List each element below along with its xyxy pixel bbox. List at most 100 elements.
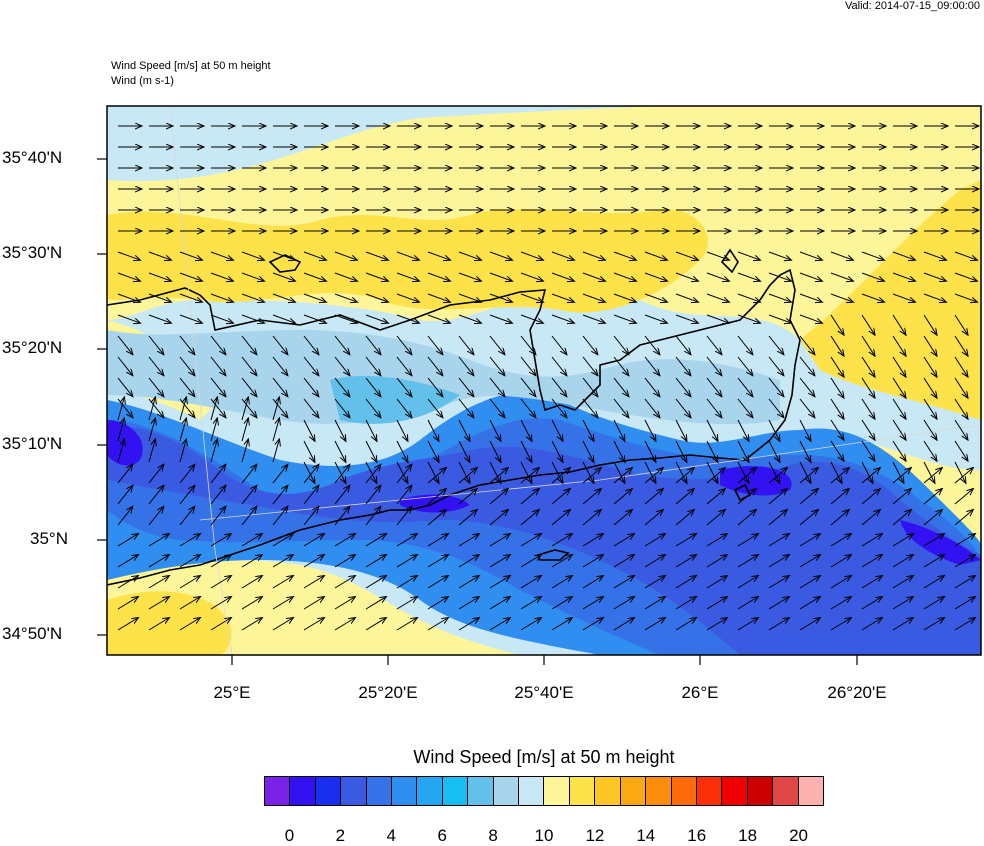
wind-arrow <box>396 597 418 610</box>
wind-arrow <box>830 440 844 461</box>
wind-arrow <box>179 485 195 505</box>
wind-arrow <box>613 534 635 547</box>
wind-arrow <box>613 461 625 483</box>
wind-arrow <box>582 356 598 376</box>
wind-arrow <box>427 251 451 260</box>
wind-arrow <box>706 576 728 589</box>
wind-arrow <box>520 597 542 610</box>
wind-arrow <box>303 377 319 397</box>
wind-arrow <box>582 419 594 441</box>
wind-arrow <box>799 419 811 441</box>
wind-arrow <box>489 440 501 462</box>
wind-arrow <box>365 419 377 441</box>
wind-arrow <box>458 534 480 547</box>
colorbar-swatch <box>315 777 342 805</box>
lon-label: 25°E <box>213 683 251 702</box>
wind-arrow <box>954 314 968 335</box>
wind-arrow <box>830 555 852 568</box>
wind-arrow <box>737 251 761 260</box>
wind-arrow <box>582 272 606 281</box>
wind-arrow <box>520 468 539 484</box>
wind-arrow <box>179 555 201 568</box>
wind-arrow <box>427 335 443 355</box>
colorbar-title: Wind Speed [m/s] at 50 m height <box>413 747 675 767</box>
wind-arrow <box>148 335 164 355</box>
wind-arrow <box>427 597 449 610</box>
wind-arrow <box>241 272 265 281</box>
wind-arrow <box>644 555 666 568</box>
colorbar-tick-label: 14 <box>636 826 656 845</box>
lat-label: 34°50'N <box>2 624 63 643</box>
wind-arrow <box>148 314 172 323</box>
wind-arrow <box>396 335 412 355</box>
wind-arrow <box>365 314 389 323</box>
wind-vectors <box>117 126 979 631</box>
wind-arrow <box>396 251 420 260</box>
wind-arrow <box>334 356 350 376</box>
wind-arrow <box>613 377 629 397</box>
wind-arrow <box>241 418 248 442</box>
colorbar-swatch <box>798 777 823 805</box>
wind-arrow <box>427 461 439 483</box>
wind-arrow <box>489 461 501 483</box>
colorbar-swatch <box>442 777 469 805</box>
wind-arrow <box>799 272 823 281</box>
wind-arrow <box>365 485 381 505</box>
wind-arrow <box>520 272 544 281</box>
wind-arrow <box>458 489 477 505</box>
wind-arrow <box>148 464 164 484</box>
wind-arrow <box>861 510 880 526</box>
wind-arrow <box>148 534 170 547</box>
wind-arrow <box>768 419 780 441</box>
wind-arrow <box>737 576 759 589</box>
wind-arrow <box>799 335 815 355</box>
wind-arrow <box>613 314 637 323</box>
wind-arrow <box>551 618 573 631</box>
wind-arrow <box>117 506 133 526</box>
wind-arrow <box>303 534 325 547</box>
wind-arrow <box>520 510 539 526</box>
wind-arrow <box>551 555 573 568</box>
wind-arrow <box>954 398 968 419</box>
wind-arrow <box>210 418 217 442</box>
wind-arrow <box>489 555 511 568</box>
wind-arrow <box>458 555 480 568</box>
lat-label: 35°20'N <box>2 338 63 357</box>
wind-arrow <box>706 618 728 631</box>
wind-arrow <box>675 251 699 260</box>
wind-arrow <box>427 356 443 376</box>
wind-arrow <box>458 510 477 526</box>
wind-arrow <box>520 440 532 462</box>
wind-arrow <box>210 485 226 505</box>
wind-arrow <box>737 272 761 281</box>
wind-arrow <box>768 534 790 547</box>
wind-arrow <box>830 377 844 398</box>
wind-arrow <box>303 356 319 376</box>
wind-arrow <box>830 419 844 440</box>
wind-arrow <box>334 597 356 610</box>
wind-arrow <box>489 576 511 589</box>
wind-arrow <box>613 251 637 260</box>
wind-arrow <box>644 576 666 589</box>
wind-arrow <box>303 251 327 260</box>
wind-arrow <box>644 419 656 441</box>
wind-arrow <box>582 335 598 355</box>
wind-arrow <box>737 377 753 397</box>
wind-arrow <box>582 468 601 484</box>
wind-arrow <box>303 461 315 483</box>
wind-arrow <box>644 618 666 631</box>
wind-arrow <box>520 461 532 483</box>
wind-arrow <box>706 398 722 418</box>
wind-arrow <box>768 398 784 418</box>
wind-arrow <box>954 419 968 440</box>
wind-arrow <box>799 489 818 505</box>
wind-arrow <box>365 576 387 589</box>
wind-arrow <box>582 534 604 547</box>
lat-label: 35°30'N <box>2 243 63 262</box>
wind-arrow <box>117 272 141 281</box>
wind-arrow <box>768 356 784 376</box>
wind-arrow <box>117 439 124 463</box>
wind-arrow <box>148 576 170 589</box>
wind-arrow <box>861 272 885 281</box>
wind-arrow <box>551 335 567 355</box>
